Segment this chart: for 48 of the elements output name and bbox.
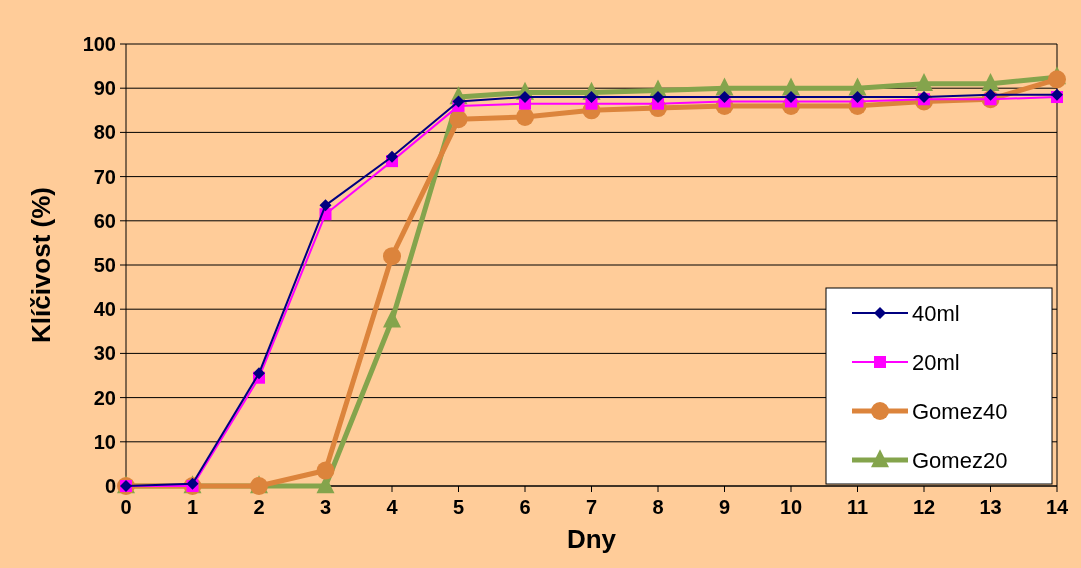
- y-axis-title: Klíčivost (%): [26, 186, 56, 344]
- y-tick-label: 40: [93, 298, 116, 321]
- x-tick-label: 13: [979, 496, 1002, 518]
- x-tick-label: 5: [452, 496, 465, 518]
- x-tick-label: 1: [186, 496, 199, 518]
- point: [785, 91, 797, 104]
- x-axis-title: Dny: [566, 524, 617, 554]
- x-tick-label: 7: [585, 496, 598, 518]
- legend-label: Gomez40: [912, 398, 1008, 424]
- point: [718, 91, 731, 104]
- x-tick-label: 9: [718, 496, 731, 518]
- y-tick-label: 30: [93, 342, 116, 365]
- y-tick-label: 10: [93, 430, 116, 453]
- y-tick-label: 90: [93, 77, 116, 100]
- legend-label: 20ml: [912, 349, 960, 375]
- point: [386, 150, 398, 163]
- x-tick-label: 3: [319, 496, 332, 518]
- point: [253, 367, 265, 380]
- y-tick-label: 60: [93, 209, 116, 232]
- y-tick-label: 50: [93, 254, 116, 276]
- x-tick-label: 11: [846, 496, 869, 518]
- y-tick-label: 20: [93, 386, 116, 409]
- point: [715, 77, 734, 96]
- point: [851, 91, 864, 104]
- point: [782, 77, 800, 96]
- x-tick-label: 10: [779, 496, 803, 518]
- point: [316, 461, 335, 480]
- legend-label: Gomez20: [912, 447, 1008, 473]
- y-tick-label: 80: [93, 121, 116, 144]
- x-tick-label: 12: [912, 496, 936, 518]
- y-tick-label: 70: [93, 165, 116, 188]
- point: [383, 247, 401, 266]
- point: [449, 110, 468, 129]
- x-tick-label: 6: [519, 496, 531, 518]
- x-tick-label: 2: [253, 496, 265, 518]
- point: [848, 77, 867, 96]
- x-tick-label: 4: [386, 496, 399, 518]
- y-tick-label: 100: [82, 33, 116, 55]
- legend-label: 40ml: [912, 300, 960, 326]
- x-tick-label: 0: [120, 496, 132, 518]
- y-tick-label: 0: [104, 475, 116, 497]
- point: [319, 199, 332, 212]
- point: [652, 91, 664, 104]
- point: [516, 107, 534, 126]
- x-tick-label: 14: [1045, 496, 1069, 518]
- x-tick-label: 8: [652, 496, 664, 518]
- point: [383, 309, 401, 328]
- point: [1048, 70, 1066, 89]
